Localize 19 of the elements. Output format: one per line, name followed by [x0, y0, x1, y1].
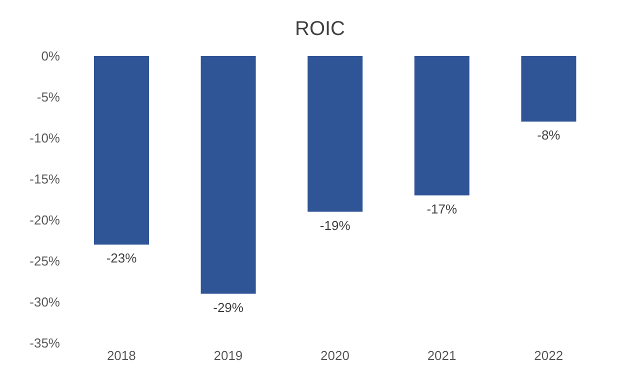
y-tick-label: -20%: [30, 212, 60, 228]
chart-title: ROIC: [294, 17, 346, 42]
y-tick-label: -30%: [30, 294, 60, 310]
data-label: -19%: [320, 218, 351, 233]
data-label: -29%: [213, 300, 244, 315]
y-tick-label: -15%: [30, 172, 60, 187]
y-tick-label: -35%: [30, 336, 60, 351]
data-label: -23%: [106, 250, 138, 266]
y-tick-label: -5%: [36, 90, 60, 105]
x-tick-label: 2022: [534, 348, 564, 364]
data-label: -8%: [537, 128, 561, 143]
x-tick-label: 2018: [106, 348, 136, 364]
y-tick-label: 0%: [41, 48, 60, 64]
y-tick-label: -25%: [30, 254, 60, 269]
data-label: -17%: [426, 201, 458, 216]
x-tick-label: 2019: [214, 348, 243, 364]
y-tick-label: -10%: [30, 130, 60, 146]
x-tick-label: 2021: [427, 348, 456, 364]
x-tick-label: 2020: [320, 348, 350, 364]
